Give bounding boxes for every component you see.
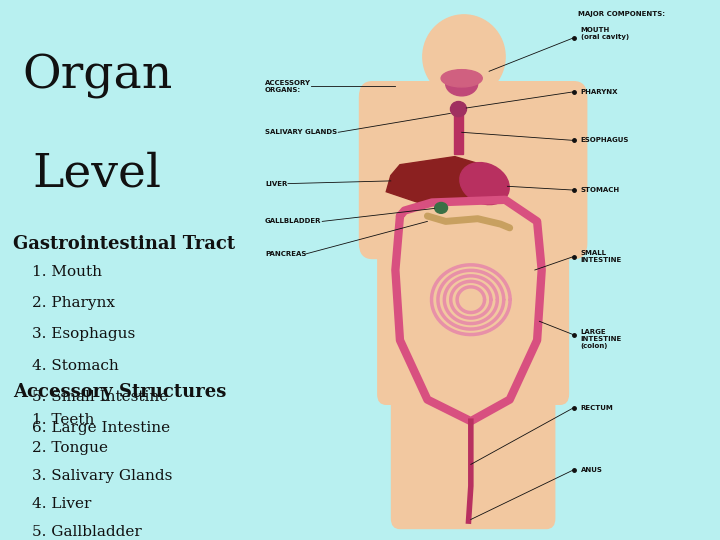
Text: MAJOR COMPONENTS:: MAJOR COMPONENTS: [578,11,665,17]
Text: ESOPHAGUS: ESOPHAGUS [580,137,629,144]
FancyBboxPatch shape [391,367,555,529]
Text: ANUS: ANUS [580,467,603,473]
Bar [454,105,463,154]
Text: LARGE
INTESTINE
(colon): LARGE INTESTINE (colon) [580,329,622,349]
Text: 5. Small Intestine: 5. Small Intestine [32,390,168,404]
Text: 1. Teeth: 1. Teeth [32,413,95,427]
Ellipse shape [441,70,482,87]
Bar [449,70,477,105]
Text: 3. Esophagus: 3. Esophagus [32,327,135,341]
Text: Level: Level [32,151,162,197]
Text: SMALL
INTESTINE: SMALL INTESTINE [580,250,622,263]
Ellipse shape [446,71,477,96]
Text: MOUTH
(oral cavity): MOUTH (oral cavity) [580,27,629,40]
Text: Gastrointestinal Tract: Gastrointestinal Tract [13,235,235,253]
Text: PHARYNX: PHARYNX [580,89,618,95]
Text: 1. Mouth: 1. Mouth [32,265,102,279]
Text: 4. Stomach: 4. Stomach [32,359,119,373]
Text: 6. Large Intestine: 6. Large Intestine [32,421,171,435]
FancyBboxPatch shape [377,216,569,405]
Ellipse shape [423,15,505,98]
FancyBboxPatch shape [359,81,588,259]
Text: 2. Pharynx: 2. Pharynx [32,296,115,310]
Text: 5. Gallbladder: 5. Gallbladder [32,525,142,539]
Text: STOMACH: STOMACH [580,187,620,193]
Text: PANCREAS: PANCREAS [265,251,307,257]
Text: 3. Salivary Glands: 3. Salivary Glands [32,469,173,483]
Text: Accessory Structures: Accessory Structures [13,383,226,401]
Polygon shape [386,157,491,202]
Text: ACCESSORY
ORGANS:: ACCESSORY ORGANS: [265,80,311,93]
Ellipse shape [435,202,448,213]
Text: LIVER: LIVER [265,180,287,187]
Text: RECTUM: RECTUM [580,404,613,411]
Text: Organ: Organ [22,54,172,99]
Ellipse shape [451,102,467,117]
Text: SALIVARY GLANDS: SALIVARY GLANDS [265,129,337,136]
Text: 2. Tongue: 2. Tongue [32,441,109,455]
Text: GALLBLADDER: GALLBLADDER [265,218,322,225]
Text: 4. Liver: 4. Liver [32,497,91,511]
Ellipse shape [460,163,509,205]
